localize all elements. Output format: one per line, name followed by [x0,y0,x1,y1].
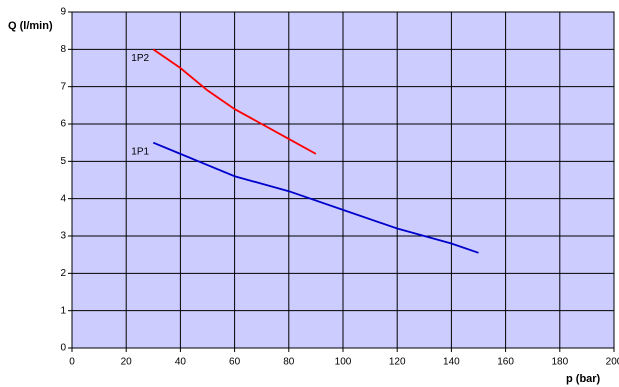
y-tick-label: 1 [60,305,66,316]
x-tick-label: 100 [335,357,352,368]
series-line [152,141,479,254]
y-tick-label: 6 [60,119,66,130]
x-tick-label: 20 [121,357,133,368]
series-label: 1P2 [131,53,149,64]
x-tick-label: 140 [443,357,460,368]
x-tick-label: 40 [175,357,187,368]
x-tick-label: 200 [606,357,619,368]
y-axis-title: Q (l/min) [8,20,53,32]
y-tick-label: 8 [60,44,66,55]
x-axis-title: p (bar) [566,373,601,385]
y-tick-label: 4 [60,193,66,204]
series-line [152,48,317,155]
x-tick-label: 80 [283,357,295,368]
x-tick-label: 0 [69,357,75,368]
x-tick-label: 60 [229,357,241,368]
y-tick-label: 7 [60,81,66,92]
y-tick-label: 0 [60,343,66,354]
series-label: 1P1 [131,146,149,157]
y-tick-label: 2 [60,268,66,279]
y-tick-label: 9 [60,7,66,18]
x-tick-label: 180 [551,357,568,368]
y-tick-label: 3 [60,231,66,242]
y-tick-label: 5 [60,156,66,167]
x-tick-label: 160 [497,357,514,368]
x-tick-label: 120 [389,357,406,368]
